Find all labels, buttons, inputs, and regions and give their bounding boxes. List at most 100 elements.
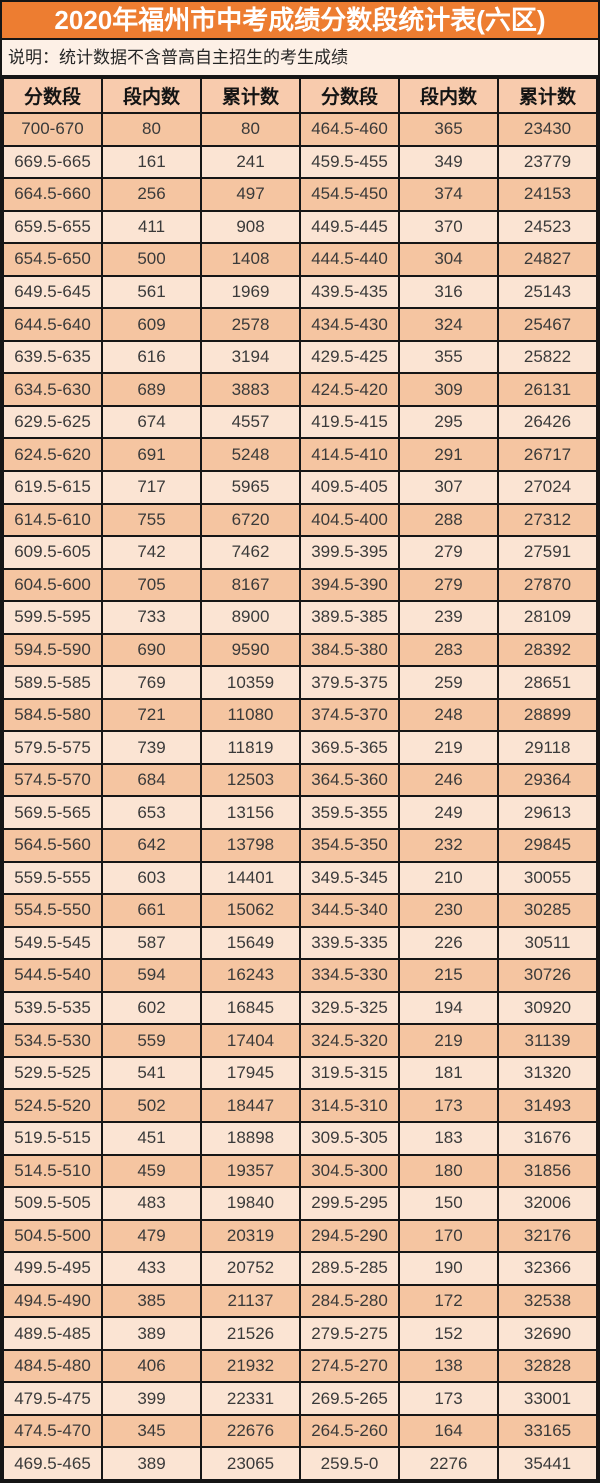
band-count-cell: 642 xyxy=(101,828,202,863)
cumulative-count-cell: 32366 xyxy=(497,1251,598,1286)
table-row: 564.5-560 642 13798 354.5-350 232 29845 xyxy=(2,828,598,863)
cumulative-count-cell: 3194 xyxy=(200,339,301,375)
cumulative-count-cell: 13798 xyxy=(200,828,301,863)
cumulative-count-cell: 26131 xyxy=(497,372,598,407)
score-range-cell: 259.5-0 xyxy=(299,1446,400,1481)
band-count-cell: 411 xyxy=(101,209,202,245)
band-count-cell: 755 xyxy=(101,502,202,538)
score-range-cell: 479.5-475 xyxy=(2,1381,103,1416)
band-count-cell: 690 xyxy=(101,632,202,668)
table-row: 624.5-620 691 5248 414.5-410 291 26717 xyxy=(2,437,598,473)
band-count-cell: 316 xyxy=(398,274,499,310)
cumulative-count-cell: 23065 xyxy=(200,1446,301,1481)
band-count-cell: 479 xyxy=(101,1218,202,1254)
cumulative-count-cell: 1408 xyxy=(200,242,301,277)
cumulative-count-cell: 23430 xyxy=(497,112,598,147)
table-row: 554.5-550 661 15062 344.5-340 230 30285 xyxy=(2,893,598,928)
band-count-cell: 717 xyxy=(101,470,202,505)
band-count-cell: 345 xyxy=(101,1413,202,1449)
band-count-cell: 164 xyxy=(398,1413,499,1449)
band-count-cell: 661 xyxy=(101,893,202,928)
band-count-cell: 609 xyxy=(101,307,202,342)
score-range-cell: 449.5-445 xyxy=(299,209,400,245)
score-range-cell: 524.5-520 xyxy=(2,1088,103,1123)
band-count-cell: 561 xyxy=(101,274,202,310)
score-range-cell: 294.5-290 xyxy=(299,1218,400,1254)
band-count-cell: 246 xyxy=(398,762,499,798)
band-count-cell: 451 xyxy=(101,1120,202,1156)
table-row: 579.5-575 739 11819 369.5-365 219 29118 xyxy=(2,730,598,765)
column-header-score-range: 分数段 xyxy=(2,77,103,114)
score-range-cell: 619.5-615 xyxy=(2,470,103,505)
table-row: 629.5-625 674 4557 419.5-415 295 26426 xyxy=(2,404,598,440)
cumulative-count-cell: 4557 xyxy=(200,404,301,440)
band-count-cell: 500 xyxy=(101,242,202,277)
band-count-cell: 259 xyxy=(398,665,499,700)
band-count-cell: 288 xyxy=(398,502,499,538)
cumulative-count-cell: 1969 xyxy=(200,274,301,310)
cumulative-count-cell: 6720 xyxy=(200,502,301,538)
band-count-cell: 603 xyxy=(101,860,202,896)
cumulative-count-cell: 31493 xyxy=(497,1088,598,1123)
table-row: 599.5-595 733 8900 389.5-385 239 28109 xyxy=(2,600,598,635)
band-count-cell: 279 xyxy=(398,535,499,570)
band-count-cell: 161 xyxy=(101,144,202,180)
table-row: 549.5-545 587 15649 339.5-335 226 30511 xyxy=(2,925,598,961)
score-range-cell: 264.5-260 xyxy=(299,1413,400,1449)
cumulative-count-cell: 27870 xyxy=(497,567,598,603)
band-count-cell: 684 xyxy=(101,762,202,798)
score-range-cell: 324.5-320 xyxy=(299,1023,400,1058)
cumulative-count-cell: 31320 xyxy=(497,1055,598,1091)
column-header-band-count: 段内数 xyxy=(398,77,499,114)
cumulative-count-cell: 33165 xyxy=(497,1413,598,1449)
cumulative-count-cell: 20752 xyxy=(200,1251,301,1286)
band-count-cell: 215 xyxy=(398,958,499,993)
band-count-cell: 769 xyxy=(101,665,202,700)
score-table-wrap: 分数段 段内数 累计数 分数段 段内数 累计数 700-670 80 80 464.5… xyxy=(2,77,598,1481)
band-count-cell: 232 xyxy=(398,828,499,863)
table-row: 594.5-590 690 9590 384.5-380 283 28392 xyxy=(2,632,598,668)
table-row: 664.5-660 256 497 454.5-450 374 24153 xyxy=(2,177,598,212)
cumulative-count-cell: 14401 xyxy=(200,860,301,896)
cumulative-count-cell: 29364 xyxy=(497,762,598,798)
cumulative-count-cell: 16243 xyxy=(200,958,301,993)
table-row: 524.5-520 502 18447 314.5-310 173 31493 xyxy=(2,1088,598,1123)
score-range-cell: 464.5-460 xyxy=(299,112,400,147)
column-header-score-range: 分数段 xyxy=(299,77,400,114)
band-count-cell: 150 xyxy=(398,1186,499,1221)
score-range-cell: 469.5-465 xyxy=(2,1446,103,1481)
band-count-cell: 219 xyxy=(398,1023,499,1058)
band-count-cell: 733 xyxy=(101,600,202,635)
band-count-cell: 616 xyxy=(101,339,202,375)
score-range-cell: 414.5-410 xyxy=(299,437,400,473)
band-count-cell: 602 xyxy=(101,990,202,1026)
band-count-cell: 2276 xyxy=(398,1446,499,1481)
cumulative-count-cell: 29845 xyxy=(497,828,598,863)
column-header-band-count: 段内数 xyxy=(101,77,202,114)
band-count-cell: 399 xyxy=(101,1381,202,1416)
band-count-cell: 138 xyxy=(398,1348,499,1384)
score-range-cell: 624.5-620 xyxy=(2,437,103,473)
table-row: 539.5-535 602 16845 329.5-325 194 30920 xyxy=(2,990,598,1026)
band-count-cell: 226 xyxy=(398,925,499,961)
score-range-cell: 559.5-555 xyxy=(2,860,103,896)
score-range-cell: 659.5-655 xyxy=(2,209,103,245)
cumulative-count-cell: 18447 xyxy=(200,1088,301,1123)
band-count-cell: 80 xyxy=(101,112,202,147)
cumulative-count-cell: 21137 xyxy=(200,1283,301,1319)
table-row: 469.5-465 389 23065 259.5-0 2276 35441 xyxy=(2,1446,598,1481)
score-range-cell: 639.5-635 xyxy=(2,339,103,375)
cumulative-count-cell: 27312 xyxy=(497,502,598,538)
score-range-cell: 444.5-440 xyxy=(299,242,400,277)
cumulative-count-cell: 23779 xyxy=(497,144,598,180)
band-count-cell: 230 xyxy=(398,893,499,928)
band-count-cell: 256 xyxy=(101,177,202,212)
score-range-cell: 644.5-640 xyxy=(2,307,103,342)
table-row: 619.5-615 717 5965 409.5-405 307 27024 xyxy=(2,470,598,505)
score-range-cell: 379.5-375 xyxy=(299,665,400,700)
cumulative-count-cell: 17945 xyxy=(200,1055,301,1091)
cumulative-count-cell: 497 xyxy=(200,177,301,212)
band-count-cell: 152 xyxy=(398,1316,499,1351)
band-count-cell: 172 xyxy=(398,1283,499,1319)
